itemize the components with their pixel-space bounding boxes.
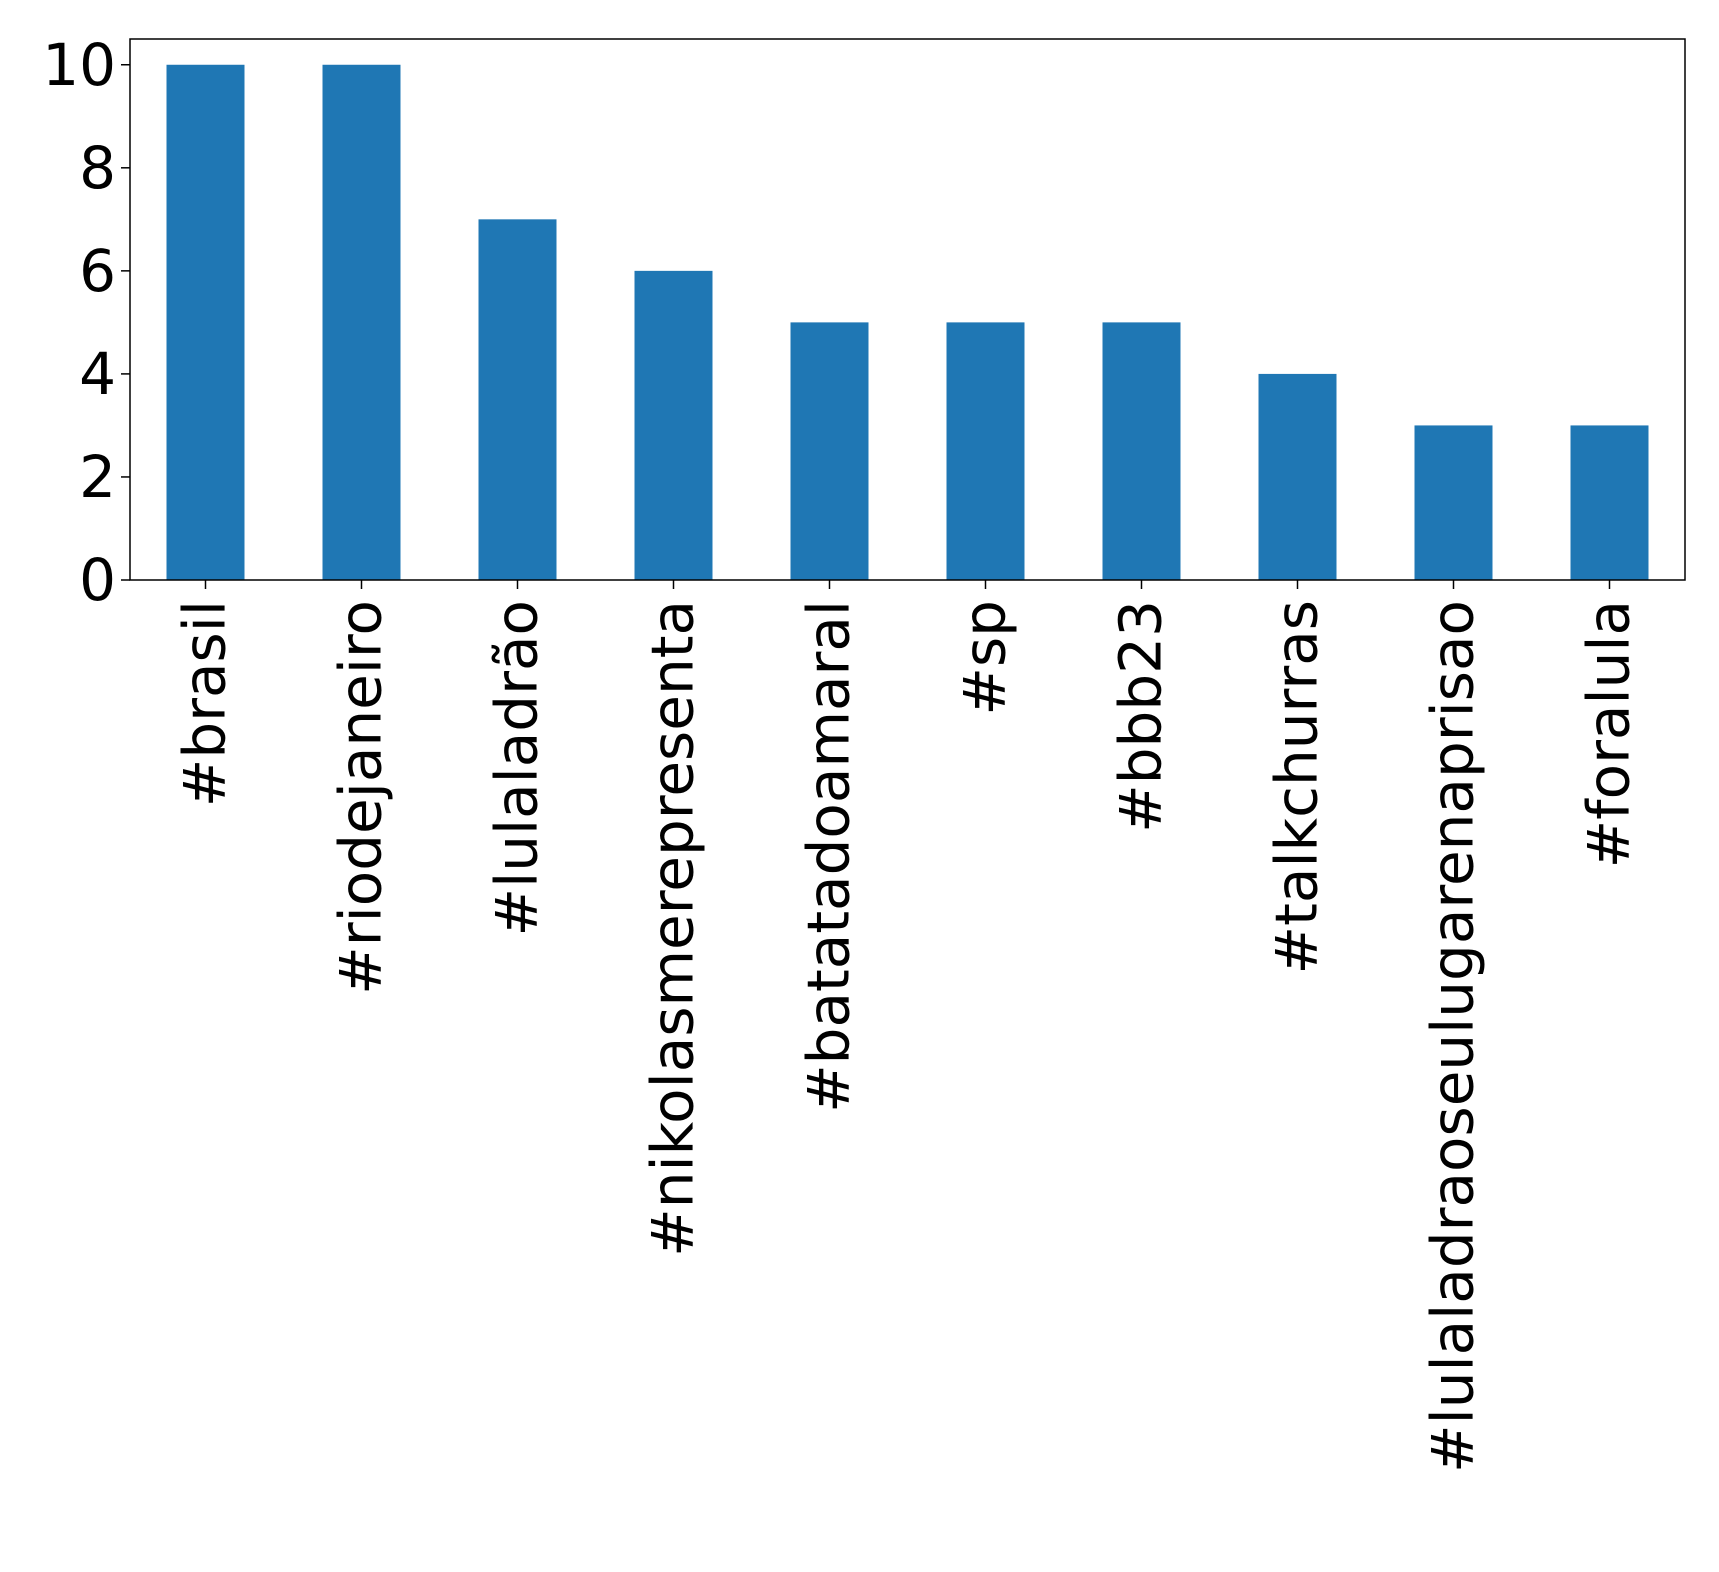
x-tick-label-8: #lulaladraoseulugarenaprisao xyxy=(1419,600,1487,1473)
x-tick-label-4: #batatadoamaral xyxy=(795,600,863,1113)
y-tick-label-4: 8 xyxy=(79,134,116,202)
bar-4 xyxy=(790,322,869,580)
bars-layer xyxy=(166,64,1649,581)
bar-1 xyxy=(322,64,401,580)
x-tick-label-1: #riodejaneiro xyxy=(327,600,395,995)
bar-0 xyxy=(166,64,245,580)
y-tick-label-5: 10 xyxy=(42,31,116,99)
plot-area-frame xyxy=(129,38,1686,581)
bar-3 xyxy=(634,270,713,580)
y-tick-label-2: 4 xyxy=(79,340,116,408)
x-axis: #brasil #riodejaneiro #lulaladrão #nikolasm… xyxy=(171,580,1643,1473)
y-tick-label-0: 0 xyxy=(79,546,116,614)
y-tick-label-1: 2 xyxy=(79,443,116,511)
y-tick-label-3: 6 xyxy=(79,237,116,305)
bar-6 xyxy=(1102,322,1181,580)
x-tick-label-3: #nikolasmerepresenta xyxy=(639,600,707,1257)
x-tick-label-9: #foralula xyxy=(1575,600,1643,868)
bar-2 xyxy=(478,219,557,581)
x-tick-label-0: #brasil xyxy=(171,600,239,807)
bar-8 xyxy=(1414,425,1493,580)
x-tick-label-5: #sp xyxy=(951,600,1019,716)
x-tick-label-6: #bbb23 xyxy=(1107,600,1175,833)
bar-5 xyxy=(946,322,1025,580)
y-axis: 0 2 4 6 8 10 xyxy=(42,31,130,614)
x-tick-label-2: #lulaladrão xyxy=(483,600,551,936)
bar-9 xyxy=(1570,425,1649,580)
x-tick-label-7: #talkchurras xyxy=(1263,600,1331,974)
bar-7 xyxy=(1258,373,1337,580)
